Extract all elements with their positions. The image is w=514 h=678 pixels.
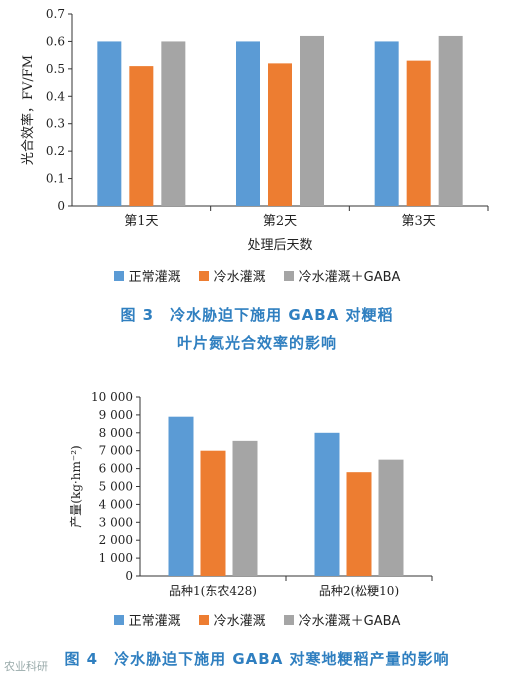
x-axis-label: 处理后天数 — [247, 238, 312, 253]
bar — [161, 41, 186, 206]
y-axis-label: 光合效率，FV/FM — [20, 55, 36, 165]
photosynthetic-efficiency-chart: 0 0.1 0.2 0.3 0.4 0.5 0.6 0.7 第1天 第2天 第3天 光合效率，FV/F… — [20, 7, 489, 253]
y-tick-label: 9 000 — [99, 408, 133, 422]
watermark: 农业科研 — [4, 660, 48, 673]
bar — [374, 41, 399, 206]
bar — [129, 66, 154, 206]
legend-label: 正常灌溉 — [128, 614, 181, 629]
figure3-caption-line2: 叶片氮光合效率的影响 — [176, 334, 337, 352]
y-axis-label: 产量(kg·hm⁻²) — [69, 445, 83, 527]
y-tick-label: 3 000 — [99, 515, 133, 529]
y-tick-label: 0 — [57, 199, 65, 213]
legend-label: 正常灌溉 — [128, 270, 181, 285]
legend-label: 冷水灌溉 — [213, 270, 266, 285]
chart2-legend: 正常灌溉 冷水灌溉 冷水灌溉＋GABA — [0, 610, 514, 629]
bar — [346, 472, 372, 576]
bar — [406, 60, 431, 206]
x-tick-label: 第2天 — [263, 214, 297, 229]
legend-item: 正常灌溉 — [113, 610, 181, 629]
legend-swatch — [283, 614, 294, 625]
x-tick-label: 第3天 — [402, 214, 436, 229]
yield-chart: 0 1 000 2 000 3 000 4 000 5 000 6 000 7 000 8 00… — [69, 390, 433, 598]
y-tick-label: 6 000 — [99, 462, 133, 476]
y-tick-label: 10 000 — [91, 390, 133, 404]
y-tick-label: 7 000 — [99, 444, 133, 458]
y-tick-label: 2 000 — [99, 533, 133, 547]
y-tick-label: 0.7 — [46, 7, 65, 21]
legend-swatch — [113, 614, 124, 625]
bar — [314, 432, 340, 576]
legend-item: 冷水灌溉＋GABA — [283, 610, 401, 629]
bar — [232, 440, 258, 576]
bar — [200, 450, 226, 576]
x-tick-label: 品种2(松粳10) — [319, 584, 399, 598]
figure3-caption-line1: 图 3 冷水胁迫下施用 GABA 对粳稻 — [120, 306, 394, 324]
bar — [300, 35, 324, 206]
bar — [236, 41, 260, 206]
y-tick-label: 0.1 — [46, 172, 65, 186]
legend-swatch — [283, 270, 294, 281]
bar — [378, 459, 404, 576]
y-tick-label: 0.4 — [46, 89, 65, 103]
legend-swatch — [113, 270, 124, 281]
legend-label: 冷水灌溉 — [213, 614, 266, 629]
legend-item: 正常灌溉 — [113, 266, 181, 285]
legend-item: 冷水灌溉＋GABA — [283, 266, 401, 285]
bar — [168, 416, 194, 576]
y-tick-label: 1 000 — [99, 551, 133, 565]
y-tick-label: 4 000 — [99, 497, 133, 511]
y-tick-label: 5 000 — [99, 480, 133, 494]
x-tick-label: 品种1(东农428) — [169, 584, 257, 598]
legend-item: 冷水灌溉 — [198, 610, 266, 629]
legend-label: 冷水灌溉＋GABA — [298, 270, 401, 285]
y-tick-label: 0.6 — [46, 34, 65, 48]
y-tick-label: 0.3 — [46, 117, 65, 131]
y-tick-label: 0.2 — [46, 144, 65, 158]
x-tick-label: 第1天 — [124, 214, 158, 229]
legend-item: 冷水灌溉 — [198, 266, 266, 285]
bar — [438, 35, 463, 206]
y-tick-label: 0.5 — [46, 62, 65, 76]
bar — [268, 63, 292, 206]
chart1-legend: 正常灌溉 冷水灌溉 冷水灌溉＋GABA — [0, 266, 514, 285]
y-tick-label: 8 000 — [99, 426, 133, 440]
legend-label: 冷水灌溉＋GABA — [298, 614, 401, 629]
figure4-caption: 图 4 冷水胁迫下施用 GABA 对寒地粳稻产量的影响 — [64, 650, 450, 668]
legend-swatch — [198, 270, 209, 281]
bar — [97, 41, 122, 206]
legend-swatch — [198, 614, 209, 625]
y-tick-label: 0 — [125, 569, 133, 583]
